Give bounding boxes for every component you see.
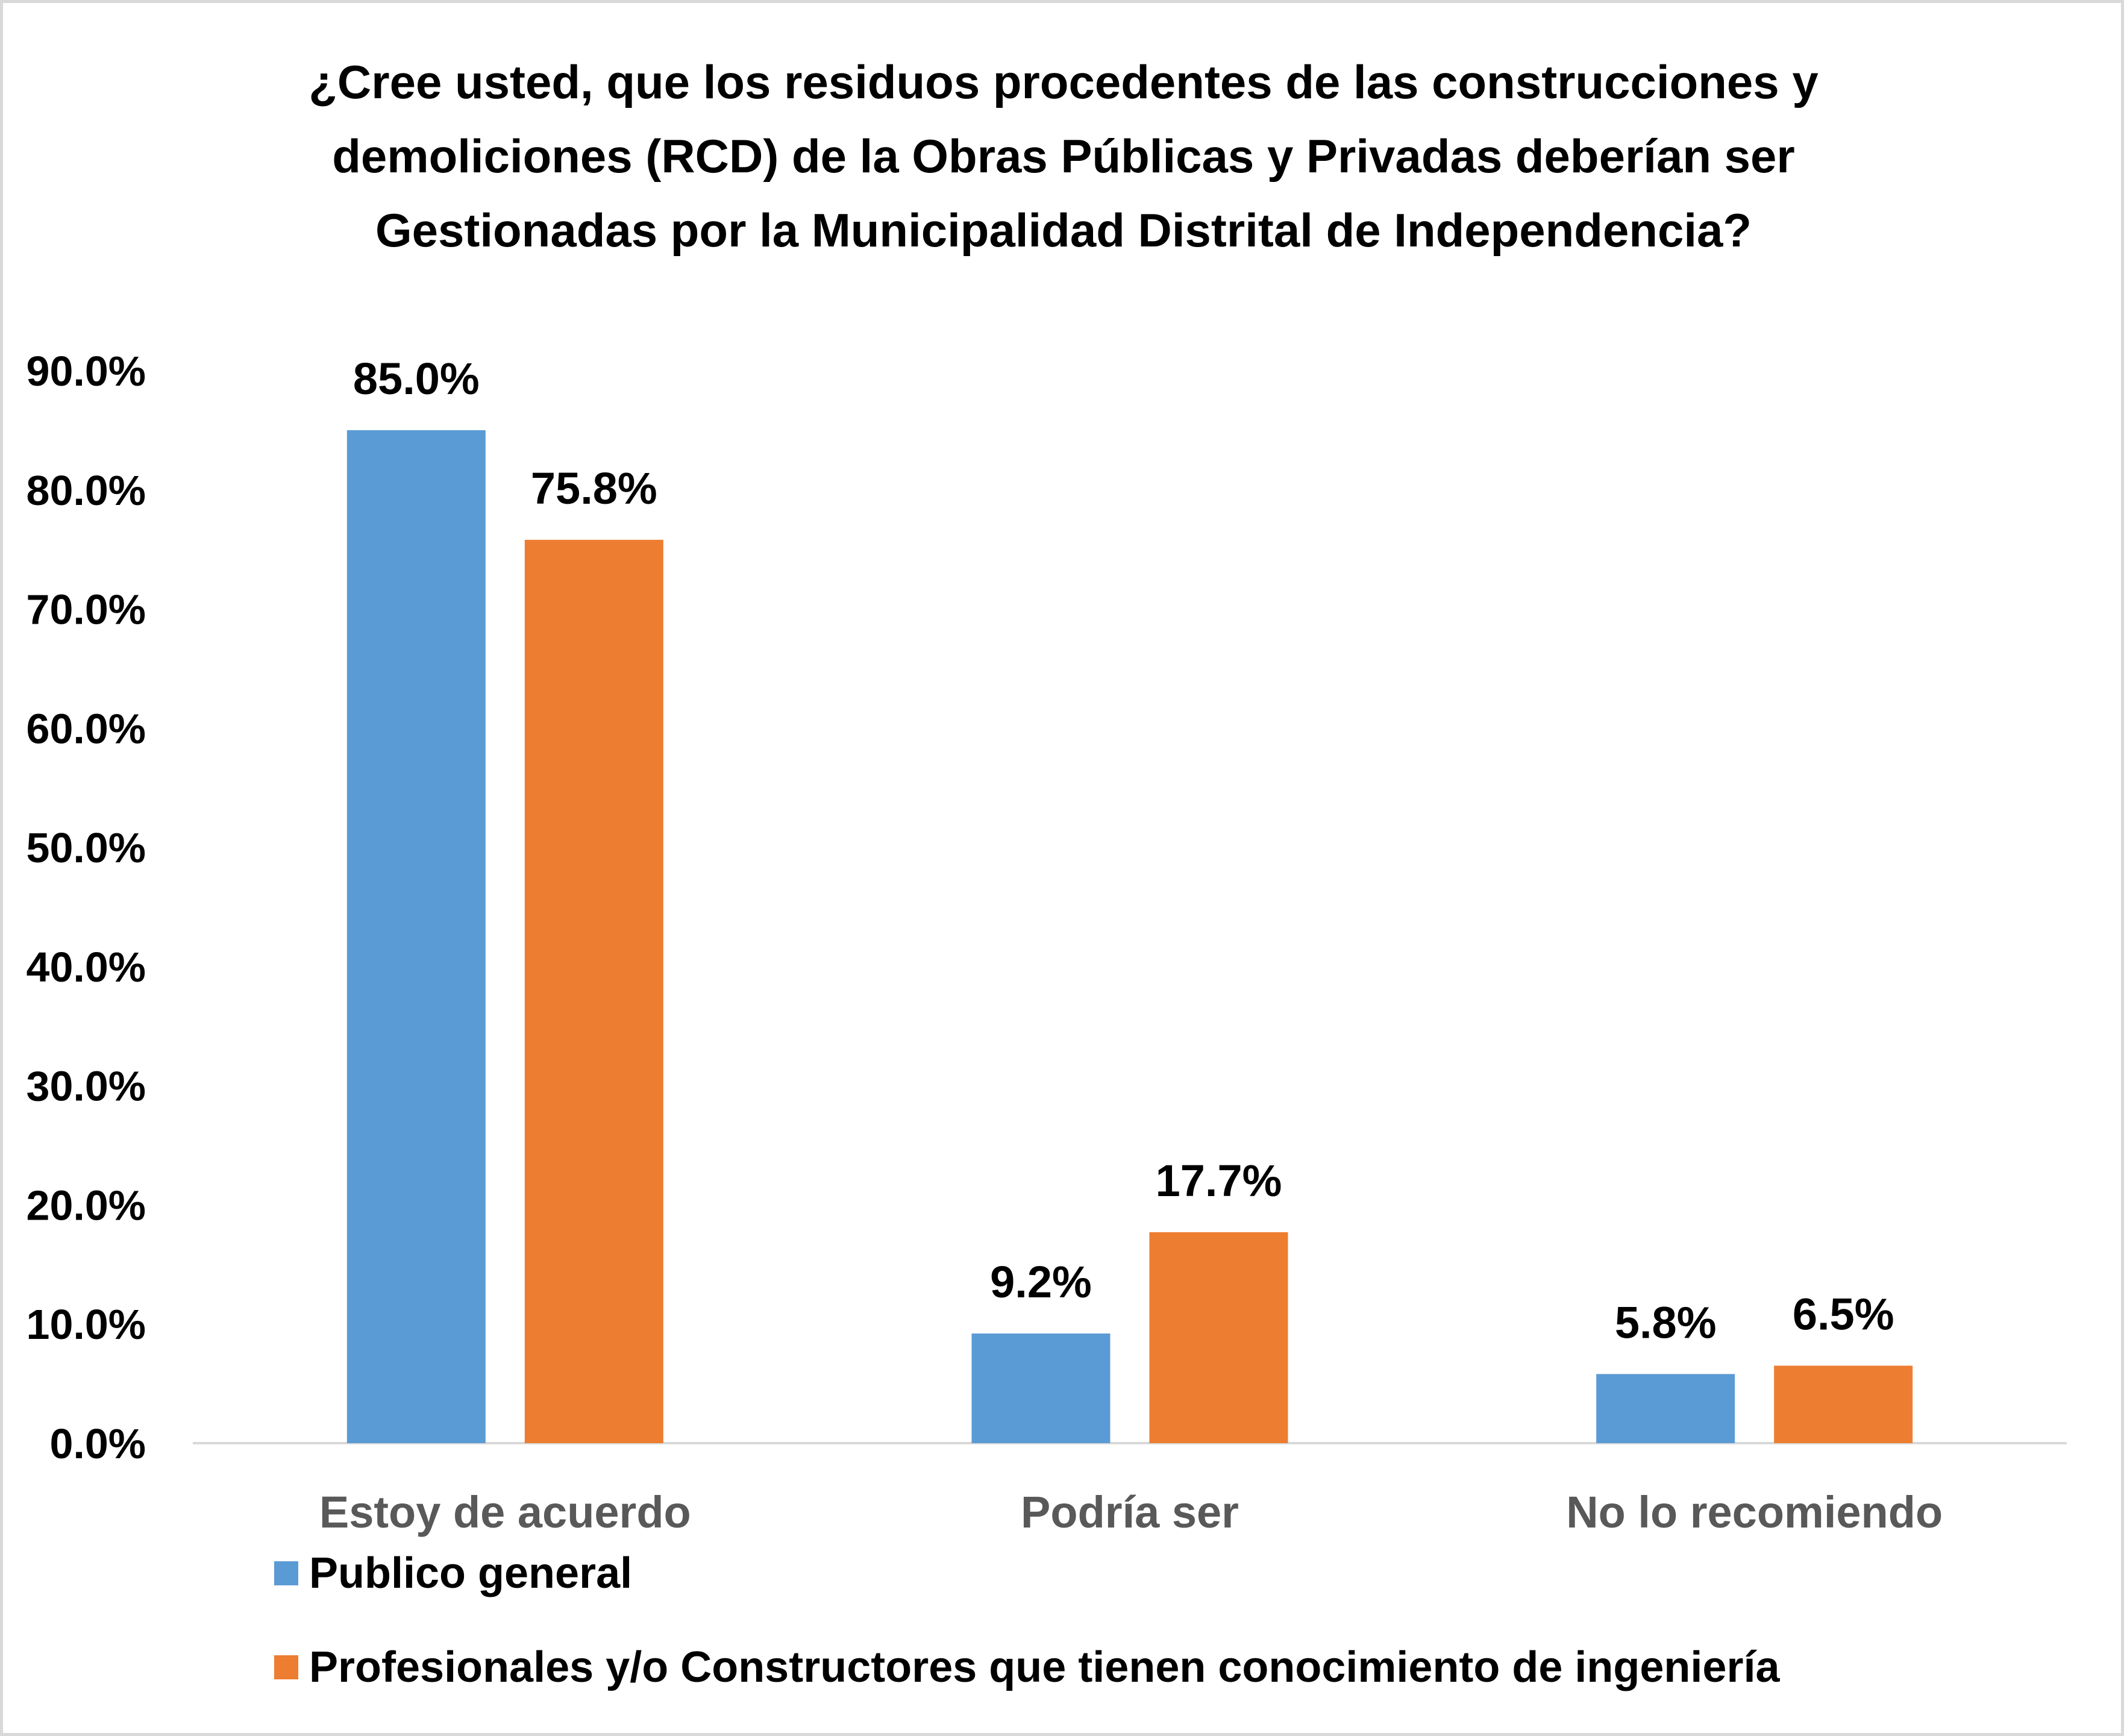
y-tick-label: 70.0% [27, 586, 146, 633]
y-tick-label: 20.0% [27, 1182, 146, 1229]
chart-title: ¿Cree usted, que los residuos procedente… [172, 45, 1955, 268]
data-label: 17.7% [1156, 1156, 1282, 1206]
bar [1774, 1365, 1913, 1443]
bar [1596, 1374, 1735, 1443]
legend-item-publico-general: Publico general [274, 1549, 632, 1597]
y-tick-label: 90.0% [27, 348, 146, 395]
data-label: 9.2% [990, 1257, 1092, 1307]
data-label: 5.8% [1615, 1297, 1717, 1347]
bar [971, 1333, 1111, 1443]
y-tick-label: 80.0% [27, 467, 146, 514]
legend-item-profesionales: Profesionales y/o Constructores que tien… [274, 1643, 1780, 1691]
chart-plot: 0.0% 10.0% 20.0% 30.0% 40.0% 50.0% 60.0% 70.0% 8… [27, 348, 2067, 1537]
chart-title-line-2: demoliciones (RCD) de la Obras Públicas … [332, 130, 1795, 183]
legend-label-publico-general: Publico general [309, 1549, 633, 1597]
legend-swatch-publico-general [274, 1561, 298, 1585]
data-label: 6.5% [1793, 1289, 1894, 1339]
y-tick-label: 40.0% [27, 944, 146, 991]
x-tick-label: Estoy de acuerdo [319, 1487, 691, 1537]
y-tick-label: 30.0% [27, 1063, 146, 1110]
y-tick-label: 0.0% [49, 1420, 146, 1467]
bar [524, 539, 663, 1443]
y-tick-label: 10.0% [27, 1301, 146, 1348]
legend-label-profesionales: Profesionales y/o Constructores que tien… [309, 1643, 1780, 1691]
legend-swatch-profesionales [274, 1655, 298, 1679]
bar [1149, 1232, 1288, 1443]
chart-title-line-3: Gestionadas por la Municipalidad Distrit… [375, 204, 1752, 257]
chart-title-line-1: ¿Cree usted, que los residuos procedente… [309, 55, 1819, 108]
data-label: 75.8% [531, 463, 657, 513]
x-tick-label: Podría ser [1021, 1487, 1239, 1537]
bar [346, 430, 486, 1443]
data-label: 85.0% [353, 354, 480, 404]
y-tick-label: 60.0% [27, 705, 146, 752]
x-tick-label: No lo recomiendo [1566, 1487, 1943, 1537]
y-tick-label: 50.0% [27, 824, 146, 871]
